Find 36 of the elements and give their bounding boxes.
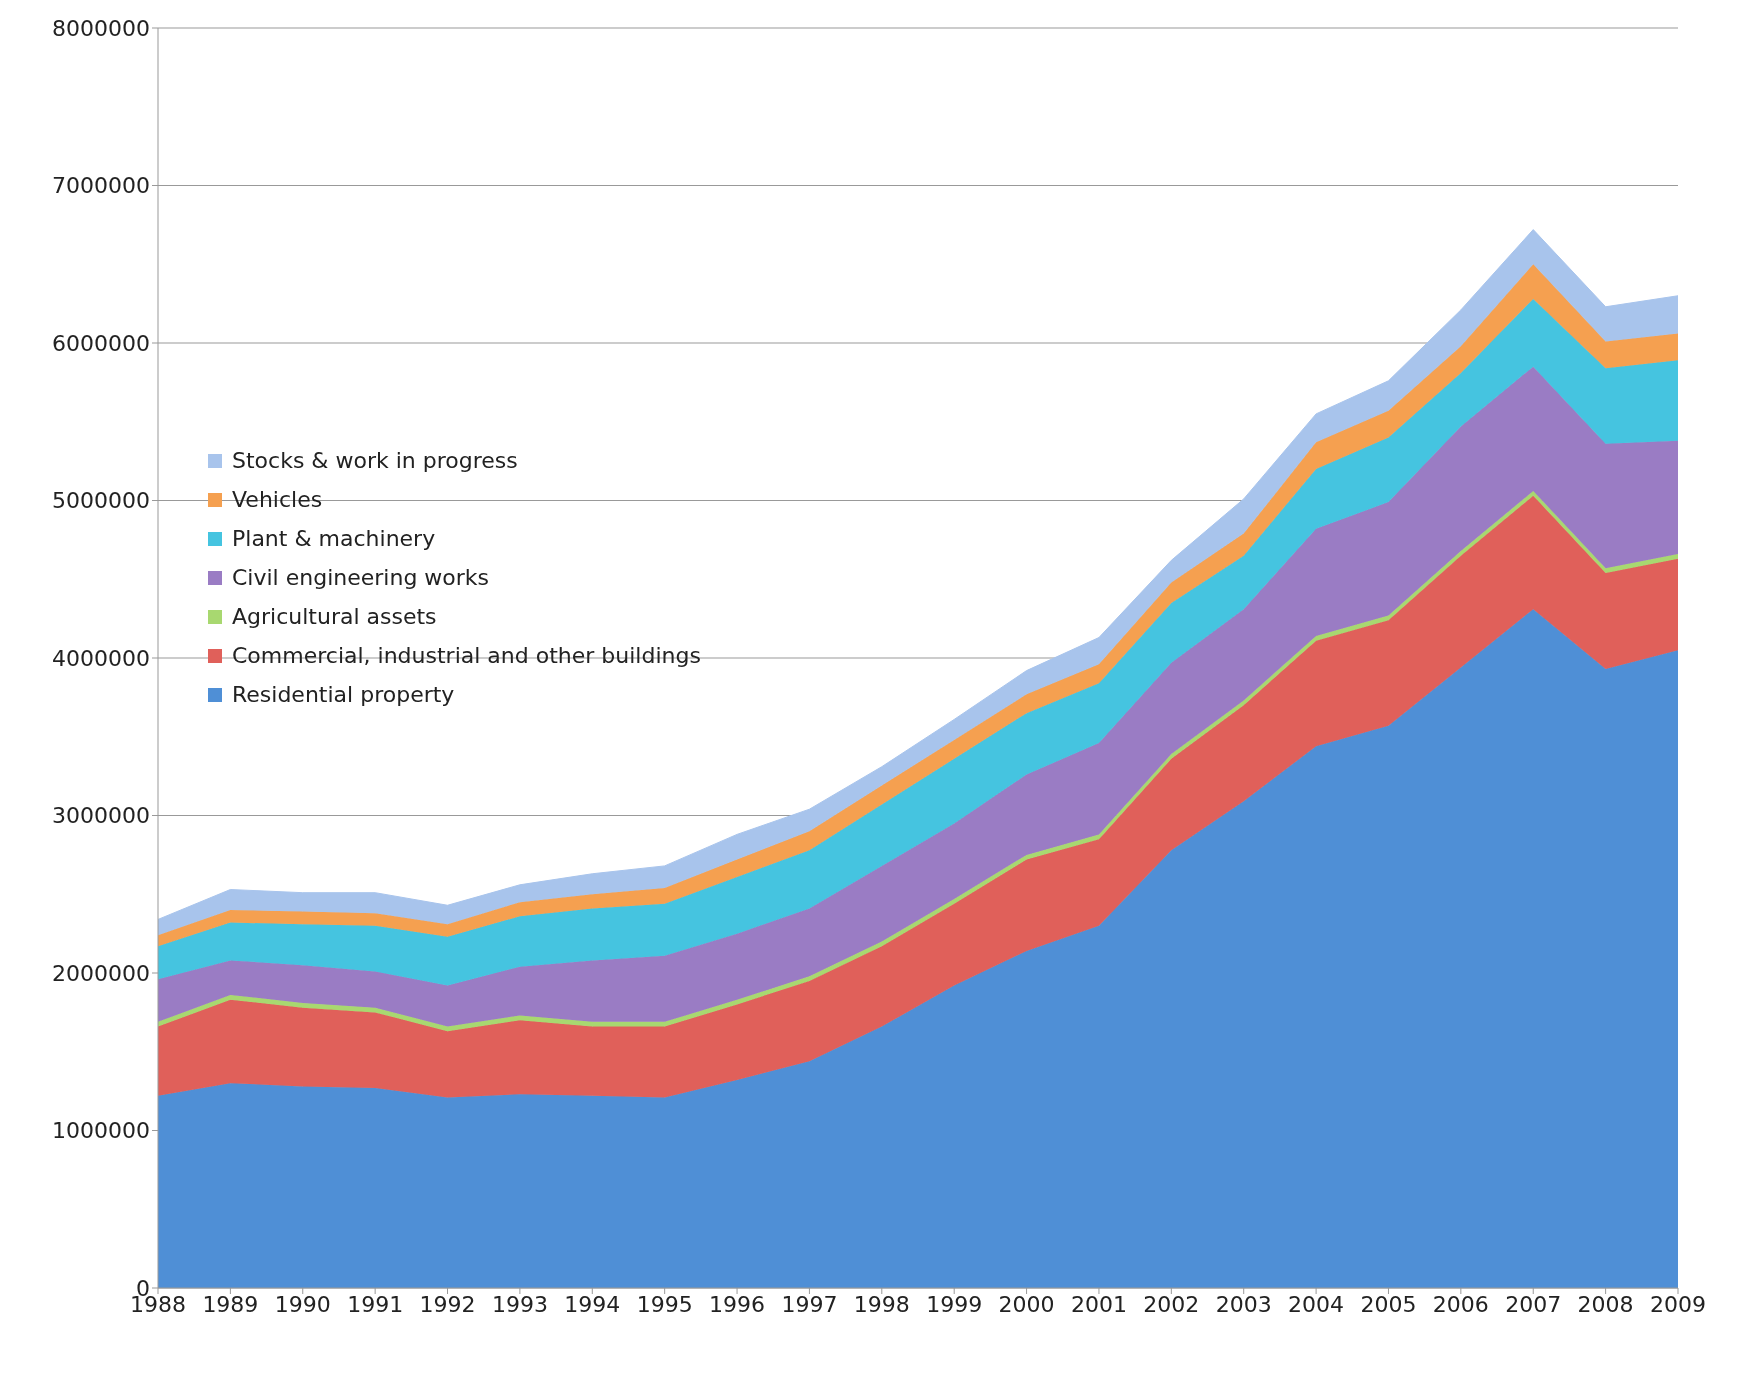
y-tick-label: 3000000: [52, 803, 150, 829]
x-tick-label: 2001: [1070, 1291, 1127, 1317]
y-tick-label: 6000000: [52, 330, 150, 356]
legend-label: Agricultural assets: [232, 604, 437, 629]
x-tick-label: 1992: [419, 1291, 476, 1317]
x-tick-label: 2004: [1288, 1291, 1345, 1317]
x-tick-label: 2006: [1432, 1291, 1489, 1317]
legend-label: Vehicles: [232, 487, 323, 512]
x-tick-label: 2003: [1215, 1291, 1272, 1317]
y-tick-label: 5000000: [52, 488, 150, 514]
legend-label: Stocks & work in progress: [232, 448, 518, 473]
x-tick-label: 2002: [1143, 1291, 1200, 1317]
x-tick-label: 2000: [998, 1291, 1055, 1317]
x-tick-label: 2008: [1577, 1291, 1634, 1317]
x-tick-label: 1994: [564, 1291, 621, 1317]
y-tick-label: 7000000: [52, 173, 150, 199]
y-tick-label: 2000000: [52, 960, 150, 986]
y-tick-label: 8000000: [52, 15, 150, 41]
x-tick-label: 1996: [709, 1291, 766, 1317]
x-tick-label: 2005: [1360, 1291, 1417, 1317]
x-tick-label: 2007: [1505, 1291, 1562, 1317]
y-tick-label: 4000000: [52, 645, 150, 671]
legend-label: Residential property: [232, 682, 455, 707]
x-tick-label: 1989: [202, 1291, 259, 1317]
x-tick-label: 2009: [1650, 1291, 1706, 1317]
legend-label: Commercial, industrial and other buildings: [232, 643, 701, 668]
x-tick-label: 1993: [491, 1291, 548, 1317]
y-tick-label: 1000000: [52, 1118, 150, 1144]
x-tick-label: 1999: [926, 1291, 983, 1317]
x-tick-label: 1995: [636, 1291, 693, 1317]
x-tick-label: 1998: [853, 1291, 910, 1317]
x-tick-label: 1991: [347, 1291, 404, 1317]
legend-label: Civil engineering works: [232, 565, 490, 590]
x-tick-label: 1990: [274, 1291, 331, 1317]
legend-label: Plant & machinery: [232, 526, 436, 551]
x-tick-label: 1997: [781, 1291, 838, 1317]
